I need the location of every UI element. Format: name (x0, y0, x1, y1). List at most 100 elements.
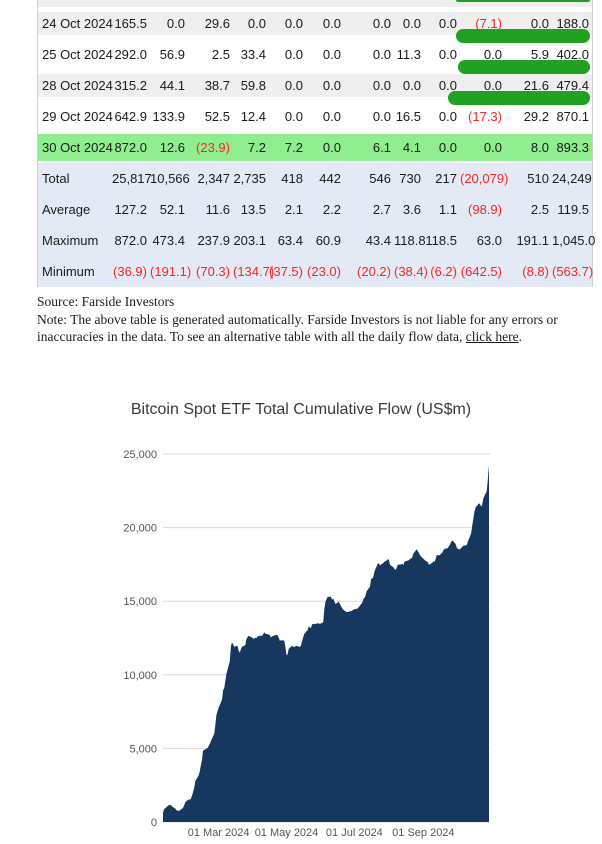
summary-value: (6.2) (430, 264, 457, 279)
row-value: (23.9) (196, 140, 230, 155)
row-value: 0.0 (322, 16, 341, 31)
summary-label: Minimum (42, 264, 95, 279)
row-value: 0.0 (438, 78, 457, 93)
note-text-end: . (518, 329, 522, 344)
summary-value: 217 (435, 171, 457, 186)
summary-value: 510 (527, 171, 549, 186)
table-row: 30 Oct 2024 872.0 12.6 (23.9) 7.2 7.2 0.0 6.1 4.… (38, 132, 592, 163)
summary-value: 25,817 (112, 171, 152, 186)
summary-value: 2.5 (530, 202, 549, 217)
summary-value: 119.5 (557, 202, 589, 217)
row-value: 33.4 (240, 47, 266, 62)
row-value: 0.0 (372, 109, 391, 124)
row-date: 30 Oct 2024 (42, 140, 113, 155)
highlight-band (38, 134, 592, 161)
row-value: 12.4 (240, 109, 266, 124)
source-line: Source: Farside Investors (37, 294, 175, 309)
summary-value: (134.7) (233, 264, 275, 279)
row-value: 0.0 (322, 78, 341, 93)
row-value: 0.0 (247, 16, 266, 31)
summary-value: 2,735 (233, 171, 266, 186)
row-value: 0.0 (438, 16, 457, 31)
row-value: 0.0 (438, 140, 457, 155)
row-value: 0.0 (284, 16, 303, 31)
row-value: 7.2 (284, 140, 303, 155)
table-rows: 24 Oct 2024 165.5 0.0 29.6 0.0 0.0 0.0 0.0 0.0 0.… (38, 8, 595, 287)
y-tick-label: 0 (151, 817, 157, 829)
flow-bar (458, 60, 590, 74)
summary-value: 418 (281, 171, 303, 186)
click-here-link[interactable]: click here (465, 329, 519, 344)
flow-bar (448, 91, 590, 105)
row-value: 0.0 (530, 16, 549, 31)
summary-value: 730 (399, 171, 421, 186)
y-tick-label: 20,000 (123, 523, 157, 535)
row-value: 0.0 (372, 78, 391, 93)
summary-value: (38.4) (394, 264, 428, 279)
row-value: 165.5 (114, 16, 147, 31)
summary-value: (20,079) (460, 171, 509, 186)
summary-value: (191.1) (150, 264, 192, 279)
row-value: 29.2 (523, 109, 549, 124)
summary-value: 118.8 (394, 233, 426, 248)
summary-label: Maximum (42, 233, 99, 248)
row-value: 16.5 (395, 109, 421, 124)
y-tick-label: 25,000 (123, 449, 157, 461)
summary-value: 127.2 (114, 202, 147, 217)
row-value: 7.2 (247, 140, 266, 155)
row-value: 0.0 (402, 78, 421, 93)
summary-value: 2.2 (322, 202, 341, 217)
summary-value: 118.5 (425, 233, 457, 248)
summary-value: 52.1 (159, 202, 185, 217)
summary-value: 2,347 (197, 171, 230, 186)
y-tick-label: 5,000 (129, 743, 157, 755)
summary-value: 442 (319, 171, 341, 186)
row-value: 0.0 (322, 47, 341, 62)
row-value: 38.7 (204, 78, 230, 93)
row-value: 642.9 (114, 109, 147, 124)
summary-value: 473.4 (152, 233, 185, 248)
row-value: 56.9 (159, 47, 185, 62)
row-value: 315.2 (114, 78, 147, 93)
summary-value: 13.5 (240, 202, 266, 217)
summary-value: 872.0 (114, 233, 147, 248)
area-series (163, 465, 489, 822)
summary-value: 24,249 (552, 171, 592, 186)
row-value: 870.1 (556, 109, 589, 124)
summary-label: Total (42, 171, 70, 186)
y-tick-label: 15,000 (123, 596, 157, 608)
row-value: 188.0 (556, 16, 589, 31)
row-value: 21.6 (523, 78, 549, 93)
chart-title: Bitcoin Spot ETF Total Cumulative Flow (… (130, 401, 472, 418)
row-value: 0.0 (284, 78, 303, 93)
row-value: 4.1 (402, 140, 421, 155)
row-value: 0.0 (284, 47, 303, 62)
summary-value: 2.7 (372, 202, 391, 217)
row-value: 893.3 (556, 140, 589, 155)
table-row: 25 Oct 2024 292.0 56.9 2.5 33.4 0.0 0.0 0.0 11.3… (38, 39, 592, 70)
summary-value: 10,566 (150, 171, 190, 186)
summary-row-average: Average 127.2 52.1 11.6 13.5 2.1 2.2 2.7 3.6 1.1 (… (38, 194, 592, 225)
cumulative-flow-chart: 0 5,000 10,000 15,000 20,000 25,000 01 Mar 202… (123, 449, 490, 839)
summary-value: (36.9) (113, 264, 147, 279)
y-tick-label: 10,000 (123, 670, 157, 682)
row-value: 0.0 (483, 78, 502, 93)
row-value: 29.6 (204, 16, 230, 31)
row-value: (7.1) (475, 16, 502, 31)
row-date: 24 Oct 2024 (42, 16, 113, 31)
row-date: 25 Oct 2024 (42, 47, 113, 62)
row-value: 44.1 (159, 78, 185, 93)
table-row: 24 Oct 2024 165.5 0.0 29.6 0.0 0.0 0.0 0.0 0.0 0.… (38, 8, 592, 39)
x-tick-label: 01 Jul 2024 (326, 827, 383, 839)
x-tick-label: 01 May 2024 (255, 827, 319, 839)
row-value: 11.3 (396, 47, 421, 62)
summary-value: 43.4 (365, 233, 391, 248)
summary-value: 203.1 (233, 233, 266, 248)
row-value: 0.0 (372, 16, 391, 31)
row-value: 0.0 (322, 140, 341, 155)
row-value: 0.0 (438, 47, 457, 62)
row-value: 12.6 (159, 140, 185, 155)
row-value: 6.1 (372, 140, 391, 155)
summary-value: (23.0) (307, 264, 341, 279)
